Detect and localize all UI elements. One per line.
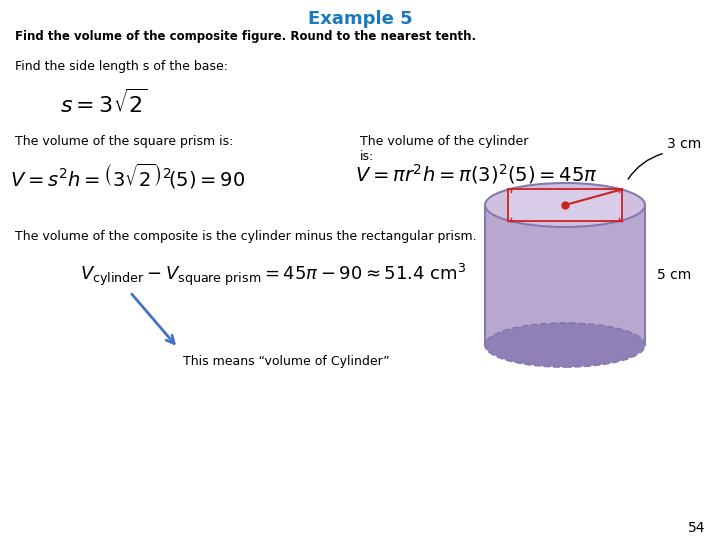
Text: $s = 3\sqrt{2}$: $s = 3\sqrt{2}$: [60, 88, 148, 117]
Text: The volume of the square prism is:: The volume of the square prism is:: [15, 135, 233, 148]
Polygon shape: [508, 190, 621, 220]
Ellipse shape: [485, 183, 645, 227]
Text: Find the volume of the composite figure. Round to the nearest tenth.: Find the volume of the composite figure.…: [15, 30, 476, 43]
Text: 3 cm: 3 cm: [667, 137, 701, 151]
Text: This means “volume of Cylinder”: This means “volume of Cylinder”: [183, 355, 390, 368]
Text: The volume of the cylinder
is:: The volume of the cylinder is:: [360, 135, 528, 163]
Text: Example 5: Example 5: [307, 10, 413, 28]
Polygon shape: [485, 205, 645, 345]
Text: 5 cm: 5 cm: [657, 268, 691, 282]
Text: 54: 54: [688, 521, 705, 535]
Text: $V = s^2h = \left(3\sqrt{2}\right)^2\!(5) = 90$: $V = s^2h = \left(3\sqrt{2}\right)^2\!(5…: [10, 162, 245, 191]
FancyArrowPatch shape: [132, 294, 174, 343]
Text: Find the side length s of the base:: Find the side length s of the base:: [15, 60, 228, 73]
Ellipse shape: [485, 323, 645, 367]
Text: $V = \pi r^2h = \pi(3)^2(5) = 45\pi$: $V = \pi r^2h = \pi(3)^2(5) = 45\pi$: [355, 162, 598, 186]
Text: The volume of the composite is the cylinder minus the rectangular prism.: The volume of the composite is the cylin…: [15, 230, 477, 243]
Text: $V_{\mathrm{cylinder}} - V_{\mathrm{square\ prism}} = 45\pi - 90 \approx 51.4\ \: $V_{\mathrm{cylinder}} - V_{\mathrm{squa…: [80, 262, 467, 288]
